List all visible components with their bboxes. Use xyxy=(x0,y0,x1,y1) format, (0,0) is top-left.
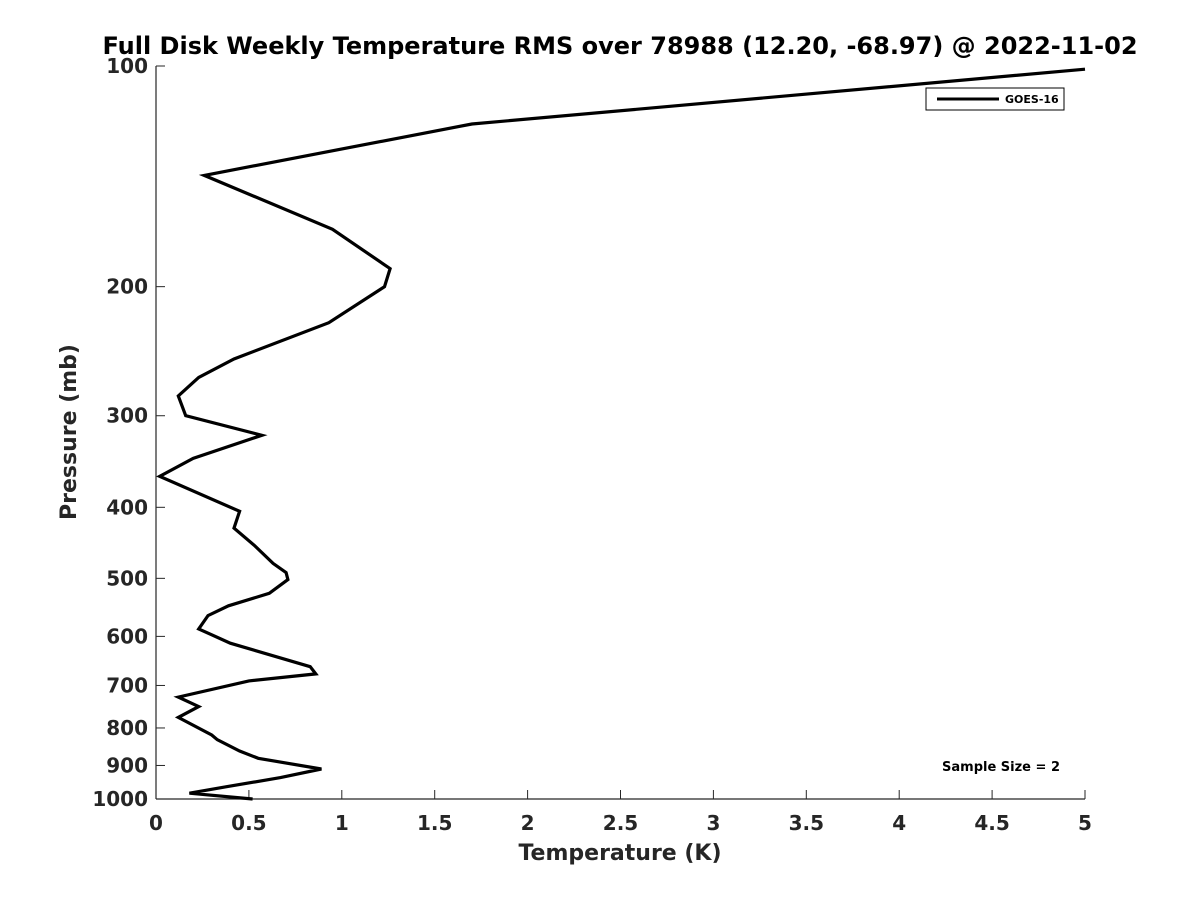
x-tick-label: 2 xyxy=(521,811,535,835)
x-axis-ticks: 0 0.5 1 1.5 2 2.5 3 3.5 4 4.5 5 xyxy=(149,790,1092,835)
y-tick-label: 700 xyxy=(106,673,148,697)
y-tick-label: 600 xyxy=(106,624,148,648)
x-tick-label: 1 xyxy=(335,811,349,835)
sample-size-annotation: Sample Size = 2 xyxy=(942,760,1060,775)
y-tick-label: 300 xyxy=(106,404,148,428)
y-tick-label: 900 xyxy=(106,753,148,777)
x-tick-label: 0.5 xyxy=(231,811,266,835)
y-axis-ticks: 100 200 300 400 500 600 700 800 900 1000 xyxy=(92,54,165,811)
legend: GOES-16 xyxy=(925,87,1065,111)
plot-area xyxy=(156,66,1085,799)
x-tick-label: 4.5 xyxy=(974,811,1009,835)
x-tick-label: 3 xyxy=(706,811,720,835)
x-tick-label: 2.5 xyxy=(603,811,638,835)
y-axis-label: Pressure (mb) xyxy=(57,344,82,520)
x-tick-label: 3.5 xyxy=(789,811,824,835)
x-tick-label: 1.5 xyxy=(417,811,452,835)
chart-title: Full Disk Weekly Temperature RMS over 78… xyxy=(102,32,1137,60)
x-tick-label: 0 xyxy=(149,811,163,835)
x-axis-label: Temperature (K) xyxy=(518,841,721,866)
x-tick-label: 5 xyxy=(1078,811,1092,835)
y-tick-label: 100 xyxy=(106,54,148,78)
y-tick-label: 200 xyxy=(106,275,148,299)
legend-label-goes-16: GOES-16 xyxy=(1005,93,1059,106)
y-tick-label: 1000 xyxy=(92,787,148,811)
series-line-goes-16 xyxy=(156,67,1086,801)
y-tick-label: 800 xyxy=(106,716,148,740)
y-tick-label: 400 xyxy=(106,495,148,519)
x-tick-label: 4 xyxy=(892,811,906,835)
y-tick-label: 500 xyxy=(106,566,148,590)
series-layer xyxy=(156,67,1086,801)
